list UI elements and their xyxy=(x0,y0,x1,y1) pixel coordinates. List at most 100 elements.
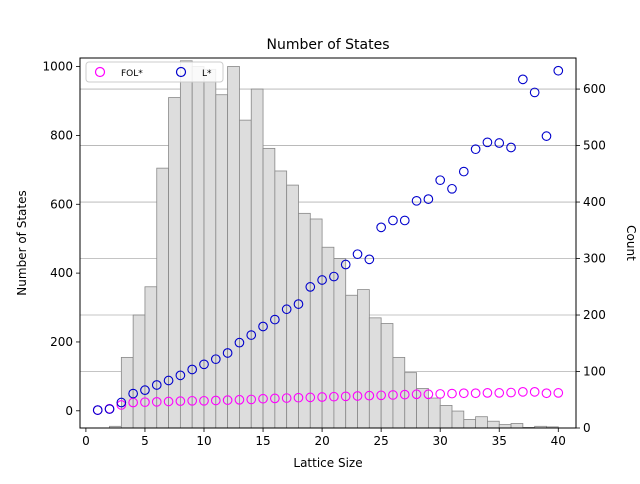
fol-point xyxy=(352,391,363,401)
y2-tick-label: 100 xyxy=(583,365,606,379)
fol-point xyxy=(458,388,469,399)
histogram-bar xyxy=(286,184,299,429)
fol-point xyxy=(329,391,339,402)
fol-point xyxy=(246,394,257,405)
lstar-point xyxy=(494,138,505,148)
lstar-point xyxy=(163,375,174,386)
fol-point xyxy=(175,396,186,407)
fol-point xyxy=(281,393,292,403)
histogram-bar xyxy=(510,423,524,429)
fol-point xyxy=(305,392,316,403)
y-tick-label: 600 xyxy=(50,197,73,211)
lstar-point xyxy=(270,314,280,325)
plot-frame xyxy=(79,57,577,429)
lstar-point xyxy=(104,404,115,414)
lstar-point xyxy=(116,397,127,408)
lstar-point xyxy=(447,183,457,194)
y-tick-label: 800 xyxy=(50,128,73,142)
y2-tick-label: 400 xyxy=(583,195,606,209)
y-tick-label: 1000 xyxy=(42,60,73,74)
chart-title: Number of States xyxy=(267,37,390,53)
histogram-bar xyxy=(250,88,264,429)
fol-point xyxy=(376,390,386,401)
lstar-point xyxy=(376,222,386,233)
y2-tick-label: 300 xyxy=(583,252,606,266)
x-axis-label: Lattice Size xyxy=(293,456,362,470)
lstar-point xyxy=(317,275,327,285)
lstar-point xyxy=(140,385,150,395)
fol-point xyxy=(163,396,174,407)
histogram-bar xyxy=(144,286,158,429)
y-axis-label: Number of States xyxy=(15,190,29,295)
fol-point xyxy=(470,388,481,399)
lstar-point xyxy=(305,282,316,292)
x-tick-label: 10 xyxy=(196,434,211,448)
lstar-point xyxy=(506,142,516,153)
lstar-point xyxy=(187,364,198,375)
x-tick-label: 5 xyxy=(141,434,149,448)
histogram-bar xyxy=(463,419,477,429)
lstar-point xyxy=(246,330,257,340)
histogram-bar xyxy=(333,258,347,429)
y2-tick-label: 600 xyxy=(583,82,606,96)
lstar-point xyxy=(210,354,221,365)
histogram-bar xyxy=(416,388,429,429)
histogram-bar xyxy=(380,323,394,429)
y-axis-ticks: 0 200 400 600 800 1000 xyxy=(42,60,80,418)
lstar-point xyxy=(364,254,375,265)
y2-axis-ticks: 0 100 200 300 400 500 600 xyxy=(576,82,606,435)
lstar-point xyxy=(470,144,481,155)
lstar-point xyxy=(128,388,138,399)
lstar-point xyxy=(234,337,245,348)
lstar-point xyxy=(258,321,268,332)
fol-point xyxy=(435,389,446,399)
histogram-bar xyxy=(475,416,488,429)
fol-point xyxy=(423,389,434,400)
y2-tick-label: 200 xyxy=(583,308,606,322)
histogram-bar xyxy=(487,420,500,429)
fol-point xyxy=(541,388,552,399)
histogram-bar xyxy=(392,356,406,429)
histogram-bar xyxy=(227,66,240,429)
lstar-point xyxy=(458,166,469,177)
fol-point xyxy=(151,396,162,407)
histogram-bar xyxy=(120,356,134,429)
x-tick-label: 35 xyxy=(492,434,507,448)
fol-point xyxy=(187,395,198,406)
histogram-bar xyxy=(262,147,276,429)
legend-marker-lstar xyxy=(175,66,187,78)
fol-point xyxy=(553,388,564,398)
fol-point xyxy=(364,390,375,401)
histogram-bar xyxy=(368,317,382,429)
fol-point xyxy=(482,388,493,398)
fol-point xyxy=(210,395,221,406)
x-tick-label: 15 xyxy=(255,434,270,448)
histogram-bar xyxy=(498,424,512,429)
lstar-point xyxy=(329,271,339,282)
y-tick-label: 0 xyxy=(65,404,73,418)
fol-point xyxy=(222,395,233,405)
fol-point xyxy=(399,389,410,400)
y2-axis-label: Count xyxy=(624,225,638,261)
lstar-point xyxy=(435,175,446,186)
histogram-bar xyxy=(298,212,311,429)
y-tick-label: 400 xyxy=(50,266,73,280)
x-tick-label: 30 xyxy=(433,434,448,448)
scatter-points xyxy=(92,65,564,415)
fol-point xyxy=(293,392,304,403)
x-tick-label: 20 xyxy=(314,434,329,448)
fol-point xyxy=(140,397,150,408)
fol-point xyxy=(529,387,540,397)
histogram-bar xyxy=(203,68,217,429)
fol-point xyxy=(494,388,505,398)
legend-label-fol: FOL* xyxy=(121,69,143,79)
lstar-point xyxy=(151,380,162,390)
x-tick-label: 0 xyxy=(82,434,90,448)
lstar-point xyxy=(541,131,552,141)
lstar-point xyxy=(199,359,209,370)
lstar-point xyxy=(352,249,363,260)
lstar-point xyxy=(399,215,410,226)
histogram-bar xyxy=(132,314,146,429)
